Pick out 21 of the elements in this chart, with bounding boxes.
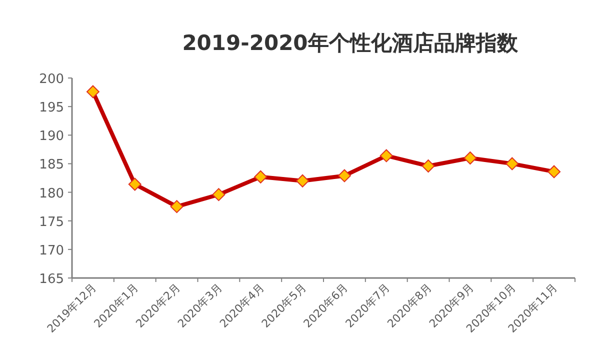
point xyxy=(212,188,226,202)
y-tick-label: 185 xyxy=(39,158,64,173)
point xyxy=(128,178,142,191)
point xyxy=(86,85,100,98)
y-tick-label: 170 xyxy=(39,243,64,258)
y-tick-label: 195 xyxy=(39,100,64,116)
y-tick-label: 200 xyxy=(39,72,64,87)
point xyxy=(170,200,184,214)
y-tick-label: 190 xyxy=(39,129,64,144)
point xyxy=(548,165,561,178)
point xyxy=(380,149,393,162)
y-tick-label: 175 xyxy=(39,214,64,230)
y-tick-label: 180 xyxy=(39,186,64,202)
point xyxy=(254,170,268,184)
chart-title: 2019-2020年个性化酒店品牌指数 xyxy=(182,31,519,55)
point xyxy=(422,160,435,172)
y-tick-label: 165 xyxy=(39,272,64,287)
point xyxy=(506,157,519,170)
point xyxy=(338,169,351,182)
point xyxy=(464,152,477,164)
point xyxy=(296,174,310,188)
